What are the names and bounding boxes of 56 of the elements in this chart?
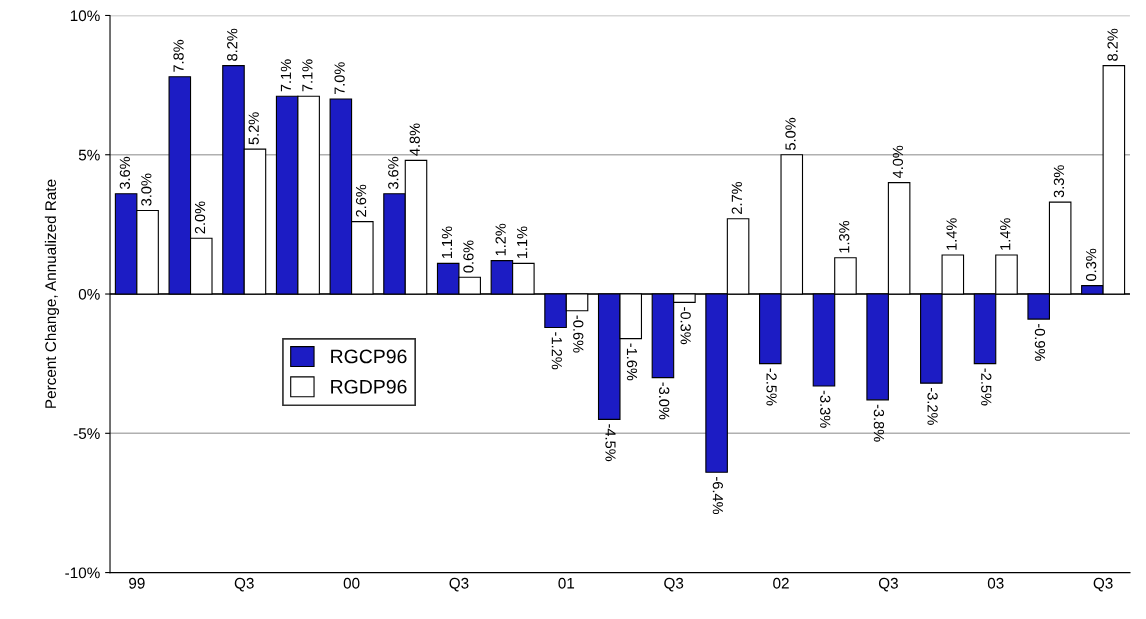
data-label: 7.8% — [173, 39, 184, 72]
data-label: 5.0% — [785, 117, 796, 150]
data-label: -3.2% — [927, 387, 938, 425]
x-tick-label: 02 — [773, 577, 789, 589]
data-label: 7.1% — [302, 59, 313, 92]
x-tick-label: Q3 — [234, 577, 254, 592]
data-label: 5.2% — [248, 112, 259, 145]
data-label: -3.0% — [659, 382, 670, 420]
data-label: 1.3% — [839, 220, 850, 253]
x-tick-label: 99 — [129, 577, 145, 589]
x-tick-label: Q3 — [878, 577, 898, 592]
data-label: -4.5% — [605, 424, 616, 462]
x-tick-label: Q3 — [664, 577, 684, 592]
data-label: 2.6% — [355, 184, 367, 217]
data-label: 7.1% — [280, 59, 292, 92]
x-tick-label: Q3 — [449, 577, 469, 592]
data-label: -6.4% — [712, 477, 724, 515]
legend-label: RGDP96 — [331, 379, 407, 394]
data-label: 3.6% — [388, 156, 399, 190]
data-label: -3.8% — [873, 404, 885, 442]
data-label: 0.6% — [463, 240, 474, 273]
y-axis-title: Percent Change, Annualized Rate — [44, 179, 60, 408]
data-label: 1.4% — [946, 218, 957, 250]
data-label: 3.6% — [119, 156, 131, 190]
data-label: -2.5% — [766, 368, 777, 406]
legend-label: RGCP96 — [331, 349, 407, 364]
data-label: -0.9% — [1034, 323, 1046, 361]
x-tick-label: Q3 — [1093, 577, 1113, 592]
data-label: 4.0% — [892, 145, 904, 179]
data-label: 3.3% — [1053, 165, 1065, 198]
data-label: 4.8% — [409, 123, 420, 156]
data-label: 3.0% — [141, 173, 152, 206]
x-tick-label: 03 — [987, 577, 1004, 589]
data-label: -1.6% — [626, 343, 638, 381]
data-label: -1.2% — [551, 332, 562, 370]
x-tick-label: 00 — [343, 577, 360, 589]
data-label: 2.0% — [194, 201, 206, 234]
data-label: 8.2% — [1107, 28, 1118, 61]
y-tick-label: 5% — [78, 149, 100, 161]
data-label: 1.2% — [495, 223, 506, 256]
y-tick-label: -10% — [65, 567, 100, 579]
data-label: -2.5% — [981, 368, 992, 406]
data-label: 7.0% — [334, 62, 345, 95]
data-label: 1.4% — [1000, 218, 1011, 250]
y-tick-label: 10% — [70, 10, 100, 22]
data-label: -0.3% — [680, 307, 691, 345]
data-label: 0.3% — [1085, 248, 1097, 281]
y-tick-label: -5% — [73, 428, 100, 439]
x-tick-label: 01 — [558, 577, 575, 589]
data-label: 8.2% — [227, 28, 238, 61]
data-label: -0.6% — [573, 315, 584, 353]
data-label: 2.7% — [731, 181, 742, 214]
data-label: 1.1% — [441, 226, 453, 259]
y-tick-label: 0% — [78, 288, 100, 300]
data-label: -3.3% — [820, 390, 831, 428]
data-label: 1.1% — [517, 226, 528, 259]
